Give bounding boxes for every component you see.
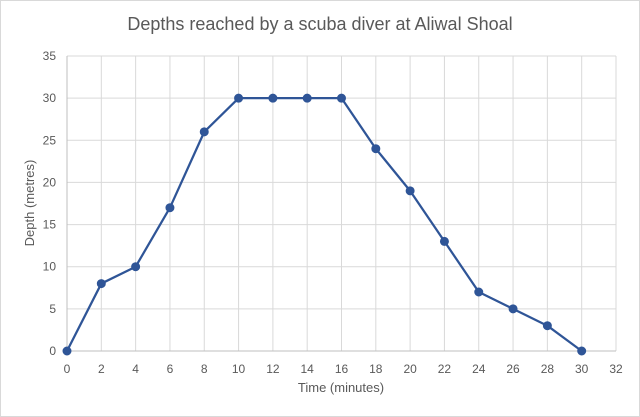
x-tick-label: 0 (64, 362, 71, 376)
gridlines (67, 55, 617, 351)
data-point (508, 304, 518, 314)
y-tick-label: 5 (49, 302, 56, 316)
data-point (234, 93, 244, 103)
x-tick-label: 24 (472, 362, 486, 376)
data-point (474, 287, 484, 297)
chart-title: Depths reached by a scuba diver at Aliwa… (127, 14, 513, 34)
x-tick-label: 26 (506, 362, 520, 376)
data-point (405, 186, 415, 196)
x-tick-label: 6 (167, 362, 174, 376)
y-tick-label: 0 (49, 344, 56, 358)
y-tick-label: 20 (43, 175, 57, 189)
x-tick-label: 2 (98, 362, 105, 376)
data-point (439, 236, 449, 246)
x-tick-label: 8 (201, 362, 208, 376)
x-tick-label: 14 (301, 362, 315, 376)
x-tick-label: 18 (369, 362, 383, 376)
x-tick-label: 28 (541, 362, 555, 376)
data-point (371, 144, 381, 154)
x-tick-label: 12 (266, 362, 280, 376)
y-tick-label: 15 (43, 218, 57, 232)
data-point (268, 93, 278, 103)
data-point (337, 93, 346, 103)
data-point (302, 93, 312, 103)
data-point (62, 346, 72, 356)
x-tick-label: 4 (132, 362, 139, 376)
data-point (199, 127, 209, 137)
data-point (96, 279, 106, 289)
axes (66, 56, 616, 352)
y-axis-label: Depth (metres) (22, 160, 37, 247)
x-tick-label: 32 (609, 362, 623, 376)
data-point (542, 321, 552, 331)
series-depth (62, 93, 587, 356)
x-tick-label: 16 (335, 362, 349, 376)
x-tick-label: 10 (232, 362, 246, 376)
x-tick-label: 22 (438, 362, 452, 376)
x-axis-label: Time (minutes) (298, 380, 384, 395)
y-tick-label: 30 (43, 91, 57, 105)
data-point (165, 203, 175, 213)
data-point (577, 346, 587, 356)
data-point (131, 262, 141, 272)
y-tick-label: 25 (43, 133, 57, 147)
y-tick-label: 35 (43, 49, 57, 63)
x-tick-label: 30 (575, 362, 589, 376)
y-tick-label: 10 (43, 260, 57, 274)
series-line (65, 97, 583, 352)
tick-labels: 0 2 4 6 8 10 12 14 16 18 20 22 24 26 28 30 3205101520253… (43, 49, 623, 376)
x-tick-label: 20 (403, 362, 417, 376)
